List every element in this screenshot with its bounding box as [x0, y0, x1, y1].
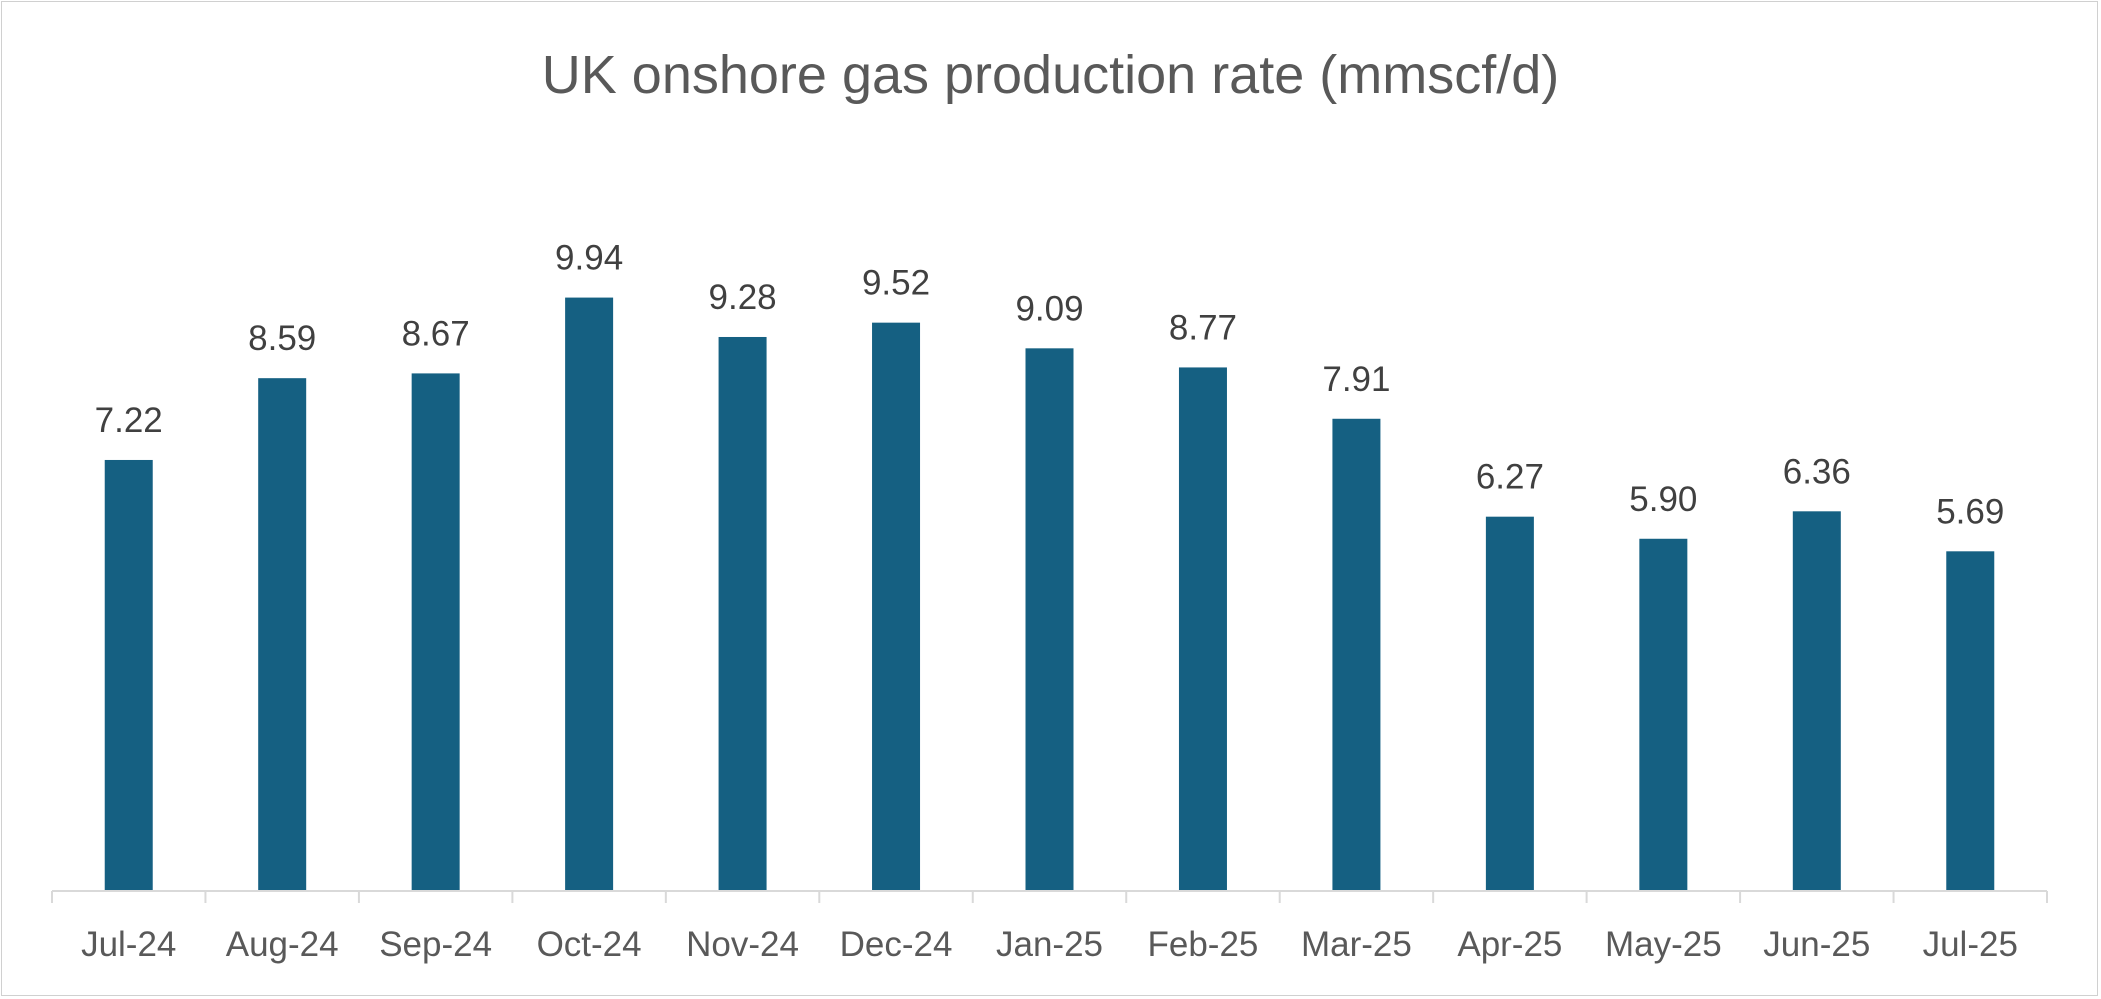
data-label: 8.67 — [402, 314, 470, 353]
bar — [565, 297, 614, 891]
data-label: 7.91 — [1322, 360, 1390, 399]
x-tick-label: Jun-25 — [1763, 925, 1870, 964]
x-tick-label: Jul-25 — [1923, 925, 2018, 964]
x-tick-label: May-25 — [1605, 925, 1722, 964]
bar — [1946, 551, 1995, 891]
bar — [1332, 418, 1381, 891]
bar — [1485, 516, 1534, 891]
data-label: 8.59 — [248, 319, 316, 358]
x-tick-label: Oct-24 — [537, 925, 642, 964]
bar — [872, 322, 921, 891]
x-tick-label: Mar-25 — [1301, 925, 1412, 964]
data-labels-layer: 7.22 8.59 8.67 9.94 9.28 9.52 9.09 8.77 7.91 6.27… — [95, 239, 2005, 532]
bar — [104, 459, 153, 891]
data-label: 6.36 — [1783, 452, 1851, 491]
bar — [258, 378, 307, 891]
x-tick-label: Feb-25 — [1148, 925, 1259, 964]
bar — [718, 336, 767, 891]
x-tick-label: Aug-24 — [226, 925, 339, 964]
data-label: 9.94 — [555, 239, 623, 278]
chart-title: UK onshore gas production rate (mmscf/d) — [541, 45, 1560, 105]
bar — [411, 373, 460, 891]
data-label: 9.09 — [1015, 289, 1083, 328]
data-label: 9.28 — [709, 278, 777, 317]
bar — [1178, 367, 1227, 891]
data-label: 9.52 — [862, 264, 930, 303]
x-axis: Jul-24 Aug-24 Sep-24 Oct-24 Nov-24 Dec-24 Jan-… — [51, 890, 2048, 964]
data-label: 5.69 — [1936, 492, 2004, 531]
x-tick-label: Apr-25 — [1457, 925, 1562, 964]
x-tick-label: Jan-25 — [996, 925, 1103, 964]
data-label: 5.90 — [1629, 480, 1697, 519]
bar — [1639, 538, 1688, 891]
bar — [1025, 348, 1074, 891]
bars-layer — [104, 297, 1995, 891]
x-tick-label: Dec-24 — [840, 925, 953, 964]
x-tick-label: Sep-24 — [379, 925, 492, 964]
x-tick-label: Jul-24 — [81, 925, 176, 964]
x-tick-label: Nov-24 — [686, 925, 799, 964]
bar — [1792, 511, 1841, 891]
data-label: 8.77 — [1169, 308, 1237, 347]
data-label: 7.22 — [95, 401, 163, 440]
data-label: 6.27 — [1476, 458, 1544, 497]
